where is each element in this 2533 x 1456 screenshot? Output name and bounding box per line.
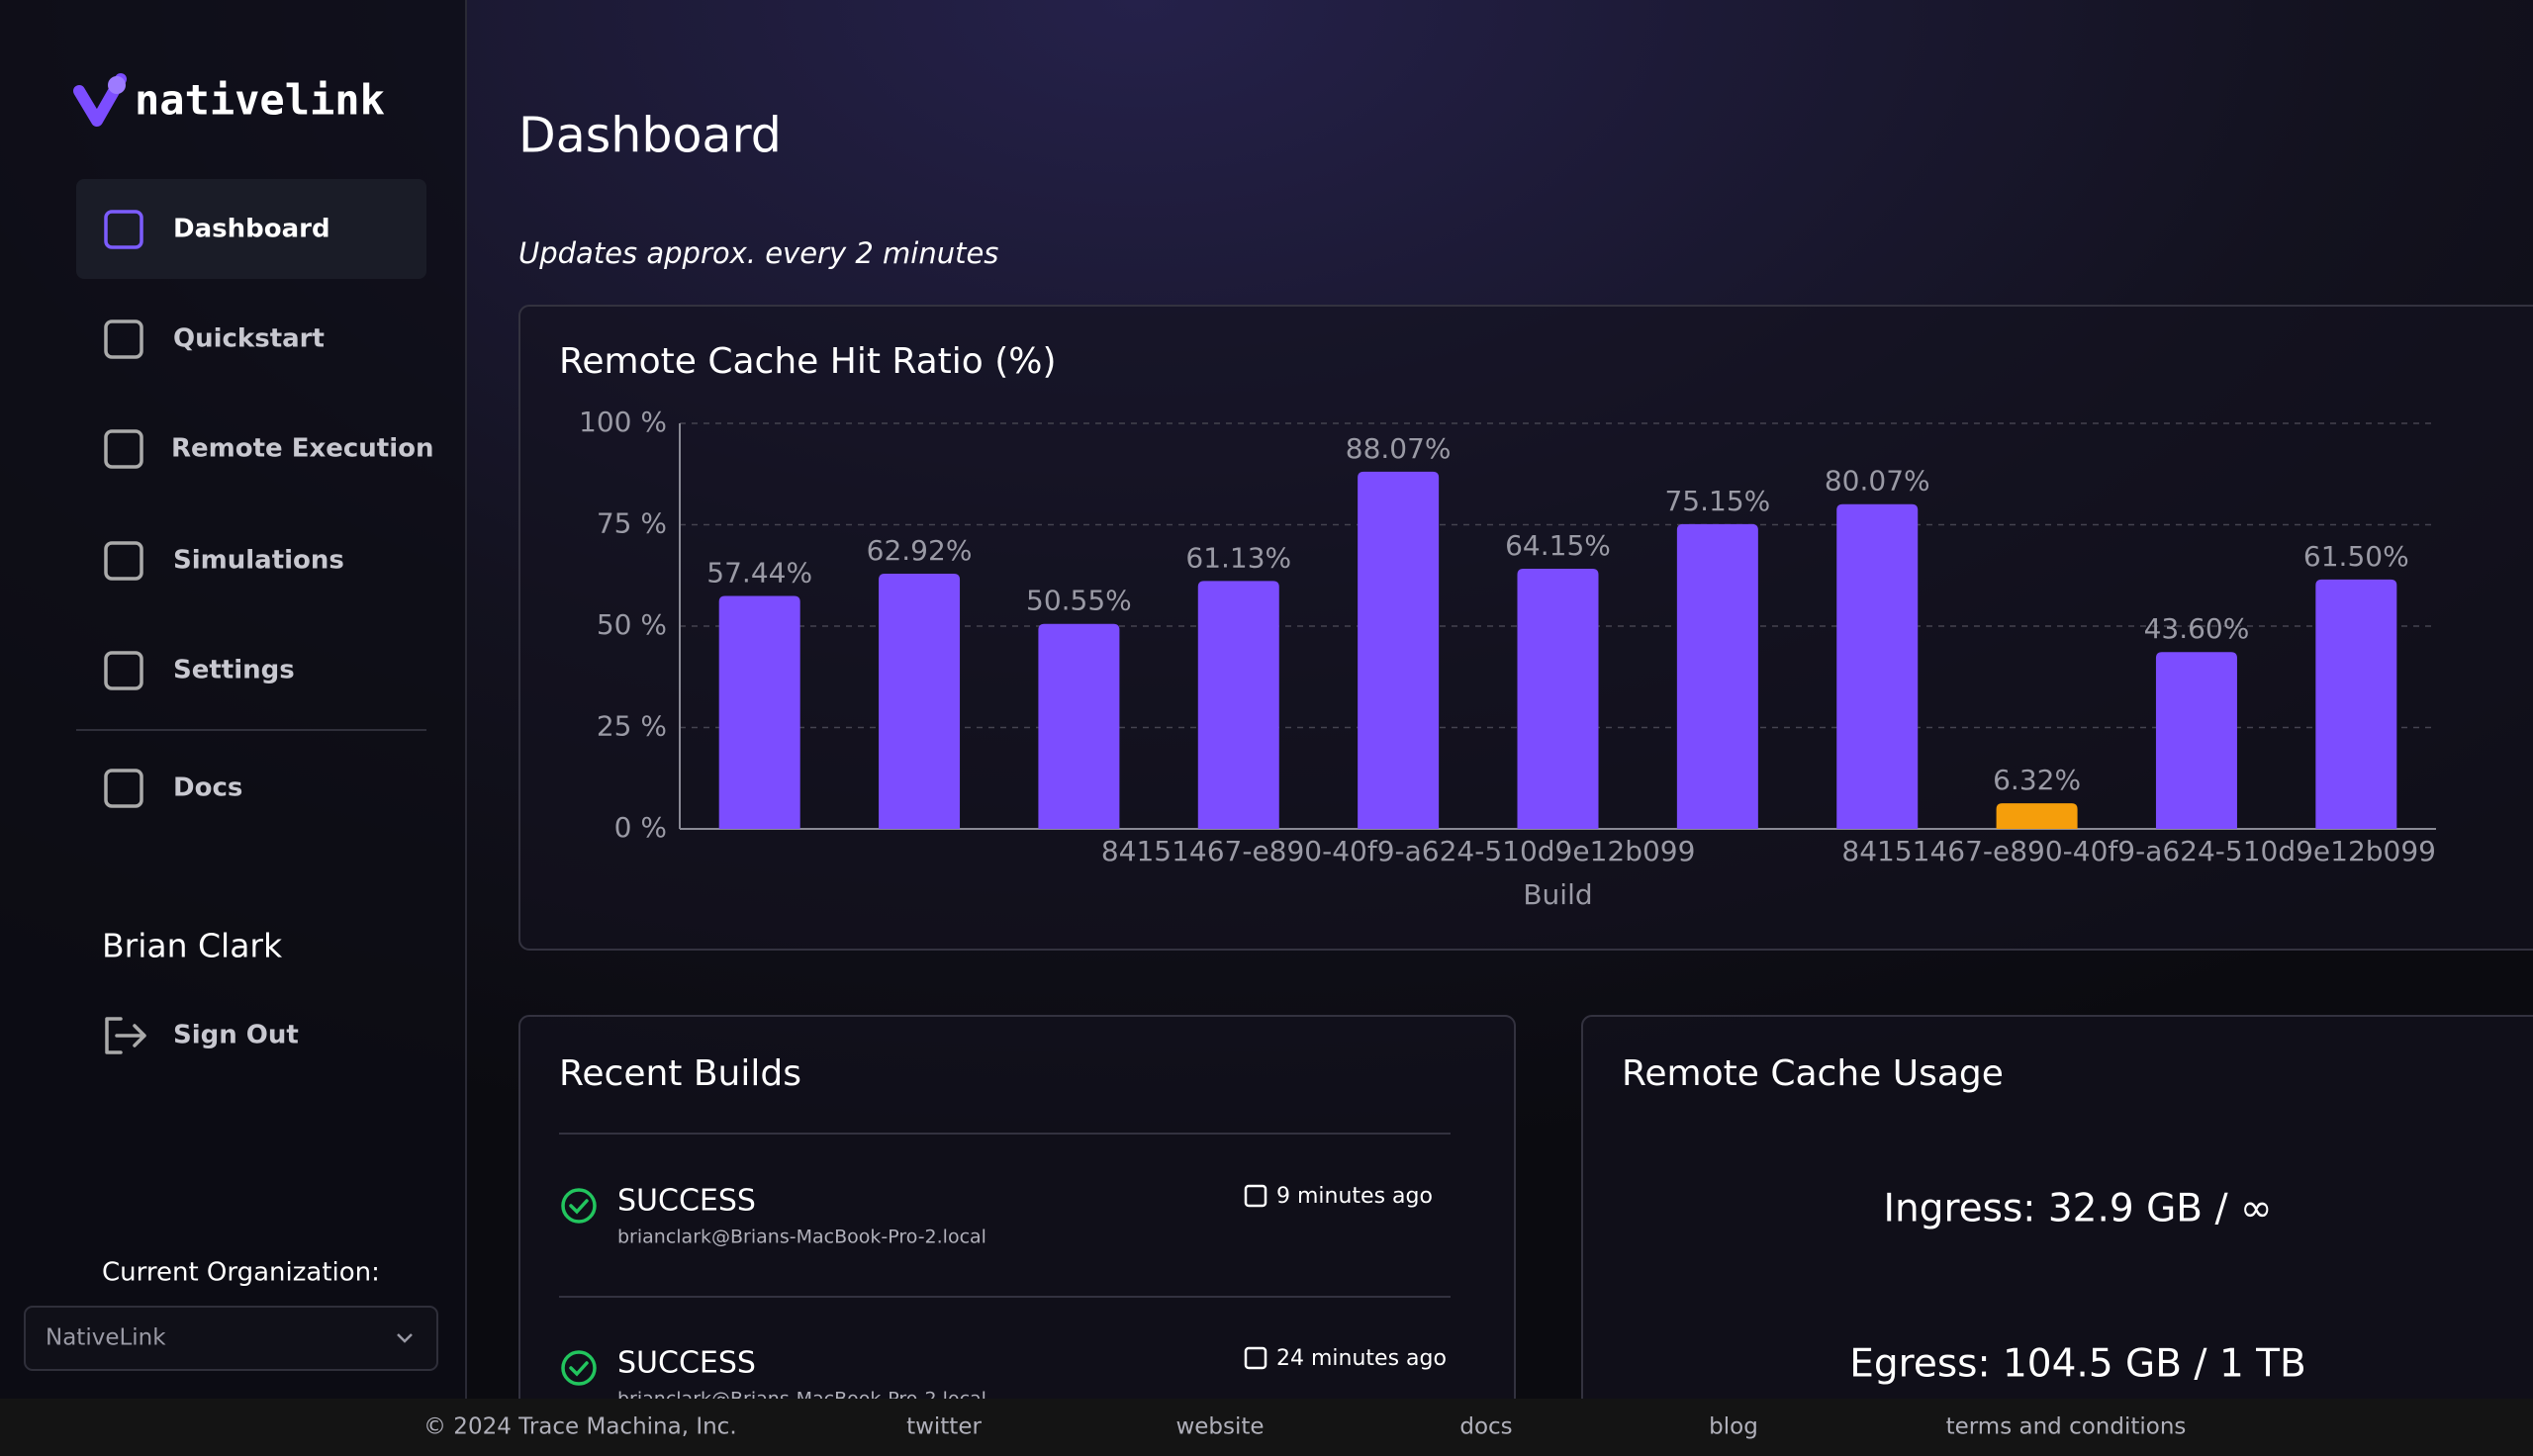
- value-label: 50.55%: [1026, 585, 1132, 617]
- nav-icon: [104, 319, 143, 359]
- bar: [1358, 471, 1440, 829]
- user-name: Brian Clark: [102, 927, 283, 965]
- select-caret: [397, 1333, 413, 1343]
- bar: [1517, 568, 1599, 829]
- value-label: 57.44%: [706, 556, 812, 589]
- page-subtitle: Updates approx. every 2 minutes: [518, 236, 998, 270]
- value-label: 80.07%: [1825, 465, 1930, 498]
- footer-link[interactable]: website: [1175, 1414, 1264, 1440]
- chart-title: Remote Cache Hit Ratio (%): [559, 341, 1057, 382]
- nav-icon: [104, 769, 143, 808]
- build-time: 9 minutes ago: [1276, 1184, 1433, 1209]
- value-label: 62.92%: [867, 534, 973, 567]
- y-tick-label: 75 %: [597, 507, 667, 540]
- nav-icon: [104, 651, 143, 690]
- nav-icon: [104, 210, 143, 249]
- bar: [1038, 623, 1120, 829]
- nav-item[interactable]: Quickstart: [173, 324, 325, 354]
- value-label: 6.32%: [1993, 764, 2081, 796]
- bar: [1197, 581, 1279, 829]
- footer-link[interactable]: docs: [1459, 1414, 1512, 1440]
- nav-active: [76, 179, 426, 279]
- x-axis-title: Build: [1523, 878, 1592, 911]
- logo: [73, 73, 127, 127]
- value-label: 43.60%: [2144, 612, 2250, 645]
- build-status: SUCCESS: [617, 1346, 756, 1381]
- org-select[interactable]: [24, 1306, 438, 1371]
- status-check: [569, 1199, 589, 1215]
- status-icon: [561, 1350, 597, 1386]
- footer: [0, 1399, 2533, 1456]
- nav-icon: [104, 429, 143, 469]
- sign-out[interactable]: Sign Out: [173, 1021, 299, 1050]
- org-label: Current Organization:: [102, 1258, 380, 1288]
- value-label: 64.15%: [1505, 529, 1611, 562]
- bar: [1996, 803, 2078, 829]
- builds-title: Recent Builds: [559, 1053, 801, 1094]
- chart: 0 % 25 % 50 % 75 % 100 % 57.44% 62.92% 50.55% 61…: [579, 406, 2436, 911]
- x-tick-label: 84151467-e890-40f9-a624-510d9e12b099: [1101, 835, 1696, 867]
- brand: nativelink: [135, 76, 385, 125]
- usage-title: Remote Cache Usage: [1622, 1053, 2004, 1094]
- bar: [879, 574, 961, 829]
- bar: [1676, 523, 1758, 829]
- footer-links: © 2024 Trace Machina, Inc. twitter website…: [423, 1414, 2186, 1440]
- nav-item[interactable]: Docs: [173, 774, 242, 803]
- build-time: 24 minutes ago: [1276, 1346, 1447, 1371]
- value-label: 61.50%: [2303, 540, 2409, 573]
- value-label: 88.07%: [1346, 432, 1452, 465]
- ingress: Ingress: 32.9 GB / ∞: [1884, 1187, 2273, 1231]
- usage-card: [1581, 1015, 2533, 1456]
- value-label: 75.15%: [1664, 485, 1770, 517]
- org-value: NativeLink: [46, 1325, 166, 1351]
- sign-out-icon: [105, 1017, 146, 1054]
- bar: [1836, 503, 1919, 829]
- builds-card: [518, 1015, 1516, 1456]
- bar: [2315, 579, 2397, 829]
- footer-link[interactable]: twitter: [906, 1414, 982, 1440]
- nav: Dashboard Quickstart Remote Execution Simul…: [76, 179, 434, 808]
- calendar-icon: [1244, 1184, 1267, 1208]
- bar: [718, 595, 800, 829]
- y-tick-label: 50 %: [597, 608, 667, 641]
- x-tick-label: 84151467-e890-40f9-a624-510d9e12b099: [1841, 835, 2436, 867]
- build-status: SUCCESS: [617, 1184, 756, 1219]
- y-tick-label: 100 %: [579, 406, 667, 438]
- footer-link[interactable]: blog: [1709, 1414, 1758, 1440]
- status-icon: [561, 1188, 597, 1224]
- build-user: brianclark@Brians-MacBook-Pro-2.local: [617, 1227, 986, 1248]
- page-title: Dashboard: [518, 108, 782, 164]
- y-tick-label: 0 %: [614, 811, 667, 844]
- nav-item[interactable]: Dashboard: [173, 215, 330, 244]
- footer-link: © 2024 Trace Machina, Inc.: [423, 1414, 737, 1440]
- nav-item[interactable]: Remote Execution: [171, 434, 434, 464]
- footer-link[interactable]: terms and conditions: [1946, 1414, 2187, 1440]
- calendar-icon: [1244, 1346, 1267, 1370]
- y-tick-label: 25 %: [597, 710, 667, 743]
- nav-item[interactable]: Simulations: [173, 546, 344, 576]
- nav-item[interactable]: Settings: [173, 656, 295, 685]
- egress: Egress: 104.5 GB / 1 TB: [1849, 1342, 2306, 1387]
- nav-icon: [104, 541, 143, 581]
- value-label: 61.13%: [1185, 541, 1291, 574]
- status-check: [569, 1361, 589, 1377]
- bar: [2155, 652, 2237, 829]
